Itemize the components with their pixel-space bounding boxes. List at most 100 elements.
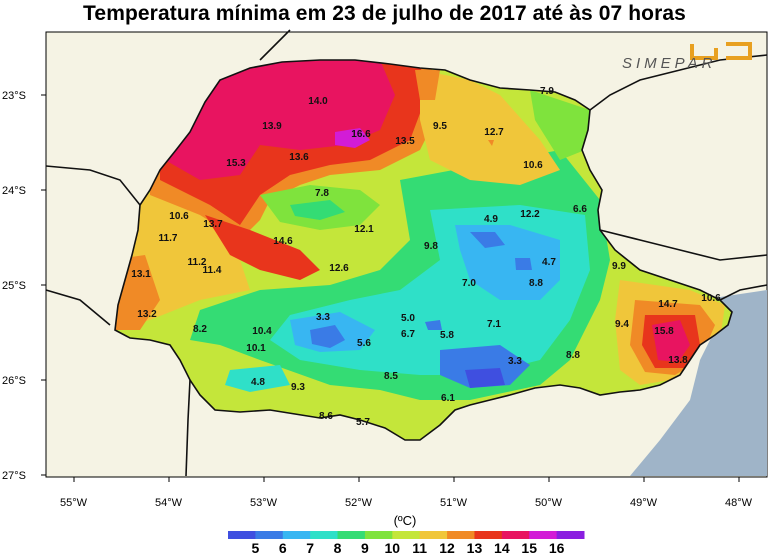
station-value: 9.9: [612, 261, 626, 272]
legend-label: 14: [494, 540, 510, 556]
legend-swatch: [474, 531, 503, 539]
station-value: 3.3: [508, 356, 522, 367]
station-value: 6.1: [441, 393, 455, 404]
station-value: 6.6: [573, 204, 587, 215]
lon-tick-label: 49°W: [630, 497, 658, 509]
lon-tick-label: 52°W: [345, 497, 373, 509]
station-value: 11.4: [203, 265, 222, 276]
station-labels: 14.0 7.9 13.9 16.6 13.5 9.5 12.7 15.3 13.6 10.6 7.…: [131, 86, 721, 428]
station-value: 14.0: [308, 96, 328, 107]
lon-axis: 55°W 54°W 53°W 52°W 51°W 50°W 49°W 48°W: [60, 477, 753, 509]
station-value: 13.7: [203, 219, 223, 230]
map-title: Temperatura mínima em 23 de julho de 201…: [83, 2, 686, 25]
station-value: 13.9: [262, 121, 282, 132]
legend-swatch: [529, 531, 558, 539]
station-value: 9.4: [615, 319, 629, 330]
legend-swatch: [255, 531, 284, 539]
legend-swatch: [364, 531, 393, 539]
station-value: 7.0: [462, 278, 476, 289]
station-value: 9.3: [291, 382, 305, 393]
station-value: 7.1: [487, 319, 501, 330]
legend-label: 10: [384, 540, 401, 556]
legend-swatch: [556, 531, 585, 539]
station-value: 13.6: [289, 152, 309, 163]
station-value: 4.9: [484, 214, 498, 225]
station-value: 9.8: [424, 241, 438, 252]
station-value: 10.1: [246, 343, 266, 354]
station-value: 13.1: [131, 269, 151, 280]
ocean-area: [630, 290, 767, 476]
station-value: 6.7: [401, 329, 415, 340]
station-value: 16.6: [351, 129, 371, 140]
station-value: 14.6: [273, 236, 293, 247]
station-value: 14.7: [658, 299, 678, 310]
legend-label: 15: [521, 540, 537, 556]
legend-swatch: [419, 531, 448, 539]
station-value: 8.2: [193, 324, 207, 335]
station-value: 13.2: [137, 309, 157, 320]
legend-swatch: [337, 531, 366, 539]
station-value: 9.5: [433, 121, 447, 132]
station-value: 13.5: [395, 136, 415, 147]
station-value: 13.8: [668, 355, 688, 366]
legend-label: 16: [548, 540, 565, 556]
lon-tick-label: 48°W: [725, 497, 753, 509]
station-value: 8.8: [529, 278, 543, 289]
legend-label: 6: [278, 540, 287, 556]
lat-tick-label: 23°S: [2, 90, 26, 102]
station-value: 4.7: [542, 257, 556, 268]
station-value: 12.6: [329, 263, 349, 274]
legend-swatch: [501, 531, 530, 539]
legend-label: 9: [361, 540, 369, 556]
station-value: 12.1: [354, 224, 374, 235]
legend-color-bar: [228, 531, 585, 539]
legend-swatch: [447, 531, 475, 539]
legend-unit-label: (ºC): [393, 513, 417, 528]
lat-tick-label: 24°S: [2, 185, 26, 197]
legend-label: 13: [466, 540, 483, 556]
station-value: 15.8: [654, 326, 674, 337]
lon-tick-label: 50°W: [535, 497, 563, 509]
station-value: 7.8: [315, 188, 329, 199]
parana-state-outline: [114, 59, 733, 441]
station-value: 10.6: [701, 293, 721, 304]
legend-swatch: [228, 531, 256, 539]
legend-label: 11: [412, 540, 428, 556]
temperature-field: [115, 60, 732, 440]
simepar-logo-icon: [690, 42, 752, 60]
station-value: 8.5: [384, 371, 398, 382]
lon-tick-label: 54°W: [155, 497, 183, 509]
lon-tick-label: 51°W: [440, 497, 468, 509]
lat-tick-label: 25°S: [2, 280, 26, 292]
station-value: 8.8: [566, 350, 580, 361]
station-value: 12.7: [484, 127, 504, 138]
legend-label: 8: [333, 540, 342, 556]
legend-label: 5: [251, 540, 260, 556]
station-value: 8.6: [319, 411, 333, 422]
station-value: 10.4: [252, 326, 272, 337]
legend-swatch: [310, 531, 339, 539]
station-value: 11.7: [159, 233, 178, 244]
station-value: 10.6: [523, 160, 543, 171]
simepar-logo-text: SIMEPAR: [622, 55, 717, 72]
station-value: 4.8: [251, 377, 265, 388]
station-value: 15.3: [226, 158, 246, 169]
station-value: 5.7: [356, 417, 370, 428]
station-value: 3.3: [316, 312, 330, 323]
station-value: 5.6: [357, 338, 371, 349]
lat-axis: 23°S 24°S 25°S 26°S 27°S: [2, 90, 46, 482]
lat-tick-label: 26°S: [2, 375, 26, 387]
lon-tick-label: 53°W: [250, 497, 278, 509]
legend-swatch: [392, 531, 421, 539]
station-value: 7.9: [540, 86, 554, 97]
legend-swatch: [282, 531, 311, 539]
station-value: 5.8: [440, 330, 454, 341]
station-value: 11.2: [188, 257, 207, 268]
lon-tick-label: 55°W: [60, 497, 88, 509]
station-value: 12.2: [520, 209, 540, 220]
neighbor-borders: [45, 29, 768, 477]
station-value: 10.6: [169, 211, 189, 222]
legend-label: 7: [306, 540, 315, 556]
station-value: 5.0: [401, 313, 415, 324]
